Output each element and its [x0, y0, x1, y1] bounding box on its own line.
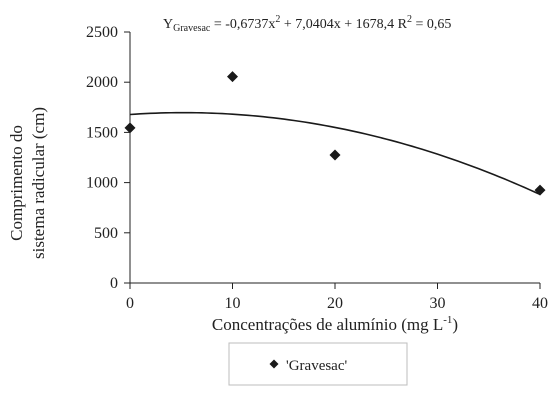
y-tick-label: 1500 [86, 124, 118, 141]
x-tick-label: 20 [327, 295, 343, 312]
data-point [227, 71, 238, 83]
x-tick-label: 40 [532, 295, 548, 312]
x-tick-label: 10 [225, 295, 241, 312]
y-tick-label: 2500 [86, 24, 118, 41]
x-axis-title: Concentrações de alumínio (mg L-1) [212, 314, 458, 334]
x-tick-label: 0 [126, 295, 134, 312]
y-tick-label: 500 [94, 225, 118, 242]
y-tick-label: 1000 [86, 175, 118, 192]
legend-marker-diamond [269, 359, 279, 369]
axes: 0 500 1000 1500 2000 2500 0 10 20 30 40 [86, 24, 548, 312]
y-axis-title-line-1: Comprimento do [7, 125, 26, 241]
data-point [329, 149, 341, 161]
data-point [124, 122, 136, 134]
x-tick-label: 30 [430, 295, 446, 312]
y-tick-label: 0 [110, 275, 118, 292]
trendline [129, 111, 541, 196]
points-layer [124, 71, 546, 196]
trendline-layer [129, 111, 541, 196]
legend-label: 'Gravesac' [286, 358, 347, 374]
y-tick-label: 2000 [86, 74, 118, 91]
legend-box [228, 342, 408, 386]
data-point [534, 184, 546, 196]
regression-equation: YGravesac = -0,6737x2 + 7,0404x + 1678,4… [163, 14, 451, 34]
y-axis-title-line-2: sistema radicular (cm) [29, 107, 48, 259]
y-axis-title: Comprimento do sistema radicular (cm) [7, 107, 48, 259]
legend: 'Gravesac' [228, 342, 408, 386]
